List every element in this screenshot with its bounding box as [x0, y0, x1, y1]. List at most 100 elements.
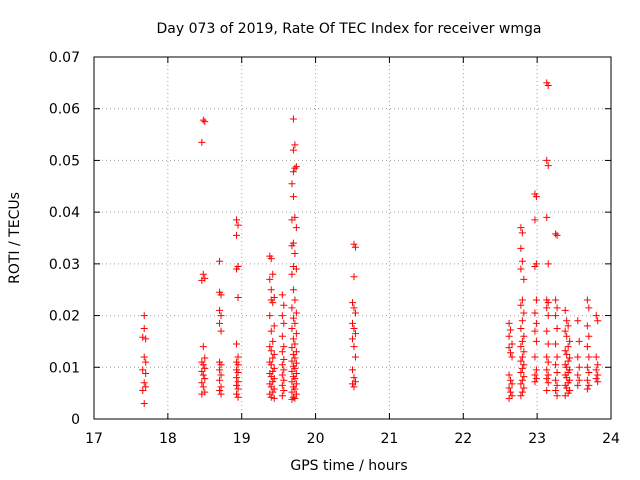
data-point [199, 371, 207, 379]
data-point [594, 378, 602, 386]
data-point [289, 335, 297, 343]
data-point [517, 380, 525, 388]
data-point [291, 354, 299, 362]
data-point [517, 357, 525, 365]
data-point [561, 306, 569, 314]
data-point [278, 392, 286, 400]
data-point [532, 296, 540, 304]
data-point [233, 381, 241, 389]
data-point [553, 368, 561, 376]
data-point [544, 260, 552, 268]
data-point [508, 353, 516, 361]
data-point [278, 348, 286, 356]
y-tick-label: 0.03 [49, 257, 80, 273]
data-point [289, 193, 297, 201]
data-point [518, 364, 526, 372]
data-point [508, 340, 516, 348]
data-point [269, 299, 277, 307]
data-point [288, 304, 296, 312]
data-point [520, 384, 528, 392]
data-points [139, 79, 602, 407]
data-point [233, 340, 241, 348]
data-point [199, 116, 207, 124]
data-point [544, 371, 552, 379]
data-point [270, 364, 278, 372]
data-point [269, 270, 277, 278]
data-point [266, 369, 274, 377]
data-point [291, 319, 299, 327]
data-point [544, 358, 552, 366]
data-point [217, 361, 225, 369]
data-point [267, 347, 275, 355]
x-tick-label: 20 [307, 431, 325, 447]
data-point [199, 270, 207, 278]
data-point [291, 385, 299, 393]
data-point [288, 180, 296, 188]
data-point [139, 387, 147, 395]
data-point [592, 353, 600, 361]
data-point [267, 327, 275, 335]
data-point [201, 354, 209, 362]
data-point [517, 343, 525, 351]
data-point [553, 231, 561, 239]
data-point [292, 380, 300, 388]
data-point [520, 373, 528, 381]
data-point [234, 221, 242, 229]
data-point [269, 337, 277, 345]
data-point [270, 350, 278, 358]
data-point [583, 363, 591, 371]
data-point [563, 332, 571, 340]
data-point [517, 244, 525, 252]
data-point [234, 361, 242, 369]
data-point [292, 265, 300, 273]
data-point [531, 216, 539, 224]
data-point [583, 296, 591, 304]
data-point [234, 385, 242, 393]
data-point [142, 335, 150, 343]
data-point [553, 353, 561, 361]
data-point [201, 364, 209, 372]
data-point [289, 168, 297, 176]
data-point [291, 364, 299, 372]
data-point [291, 296, 299, 304]
data-point [543, 327, 551, 335]
y-tick-label: 0 [71, 412, 80, 428]
y-tick-label: 0.05 [49, 153, 80, 169]
data-point [140, 312, 148, 320]
data-point [267, 393, 275, 401]
data-point [543, 156, 551, 164]
data-point [288, 325, 296, 332]
data-point [350, 304, 358, 312]
data-point [518, 257, 526, 265]
data-point [217, 291, 225, 299]
data-point [553, 304, 561, 312]
data-point [566, 354, 574, 362]
data-point [532, 337, 540, 345]
data-point [517, 325, 525, 332]
data-point [217, 327, 225, 335]
data-point [505, 394, 513, 402]
data-point [351, 330, 359, 338]
data-point [199, 343, 207, 351]
data-point [574, 353, 582, 361]
data-point [139, 366, 147, 374]
data-point [583, 376, 591, 384]
data-point [518, 337, 526, 345]
data-point [592, 375, 600, 383]
data-point [543, 366, 551, 374]
data-point [575, 337, 583, 345]
data-point [270, 385, 278, 393]
data-point [292, 369, 300, 377]
data-point [234, 353, 242, 361]
data-point [349, 366, 356, 374]
data-point [518, 376, 526, 384]
data-point [289, 314, 297, 322]
data-point [199, 383, 207, 391]
data-point [288, 357, 296, 365]
data-point [507, 376, 515, 384]
data-point [234, 393, 242, 401]
data-point [198, 390, 206, 398]
data-point [280, 319, 288, 327]
data-point [543, 387, 551, 395]
data-point [289, 286, 297, 294]
